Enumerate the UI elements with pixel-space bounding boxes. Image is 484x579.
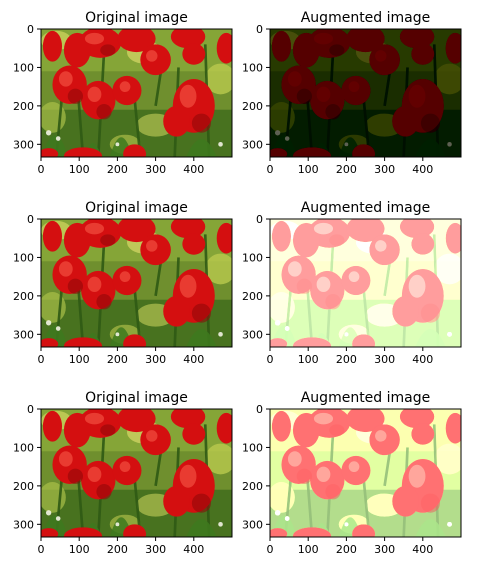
- subplot-3-title: Original image: [85, 200, 188, 216]
- y-tick-label: 0: [27, 403, 34, 416]
- y-tick-label: 300: [242, 328, 263, 341]
- subplot-2: Augmented image 0 100 200 300 400 0 100 200 300: [242, 10, 462, 176]
- subplot-6-image: [270, 409, 461, 537]
- x-tick-label: 100: [69, 163, 90, 176]
- x-tick-label: 300: [145, 543, 166, 556]
- y-tick-label: 200: [13, 100, 34, 113]
- x-tick-label: 200: [107, 353, 128, 366]
- x-tick-label: 200: [107, 543, 128, 556]
- subplot-1: Original image 0 100 200 300 400 0 100 200 300: [13, 10, 233, 176]
- y-tick-label: 0: [256, 403, 263, 416]
- y-tick-label: 200: [13, 290, 34, 303]
- subplot-6-frame: [269, 408, 462, 538]
- y-tick-label: 100: [13, 441, 34, 454]
- subplot-6-title: Augmented image: [301, 390, 431, 406]
- y-tick-label: 0: [256, 23, 263, 36]
- y-tick-label: 200: [242, 480, 263, 493]
- subplot-2-image: [270, 29, 461, 157]
- y-tick-label: 0: [27, 213, 34, 226]
- x-tick-label: 100: [69, 543, 90, 556]
- y-tick-label: 300: [242, 518, 263, 531]
- y-tick-label: 300: [13, 328, 34, 341]
- x-tick-label: 400: [183, 543, 204, 556]
- x-tick-label: 400: [412, 543, 433, 556]
- y-tick-label: 0: [256, 213, 263, 226]
- subplot-5: Original image 0 100 200 300 400 0 100 200 300: [13, 390, 233, 556]
- y-tick-label: 100: [13, 61, 34, 74]
- subplot-2-frame: [269, 28, 462, 158]
- y-tick-label: 300: [13, 518, 34, 531]
- subplot-3: Original image 0 100 200 300 400 0 100 200 300: [13, 200, 233, 366]
- subplot-5-image: [41, 409, 232, 537]
- x-tick-label: 300: [374, 163, 395, 176]
- x-tick-label: 100: [298, 353, 319, 366]
- x-tick-label: 300: [145, 163, 166, 176]
- x-tick-label: 300: [374, 353, 395, 366]
- subplot-2-title: Augmented image: [301, 10, 431, 26]
- y-tick-label: 100: [242, 61, 263, 74]
- y-tick-label: 300: [13, 138, 34, 151]
- x-tick-label: 0: [267, 163, 274, 176]
- x-tick-label: 0: [267, 353, 274, 366]
- x-tick-label: 0: [38, 543, 45, 556]
- x-tick-label: 300: [145, 353, 166, 366]
- subplot-4-title: Augmented image: [301, 200, 431, 216]
- subplot-1-title: Original image: [85, 10, 188, 26]
- subplot-1-frame: [40, 28, 233, 158]
- subplot-5-frame: [40, 408, 233, 538]
- subplot-4: Augmented image 0 100 200 300 400 0 100 200 300: [242, 200, 462, 366]
- x-tick-label: 100: [298, 543, 319, 556]
- subplot-5-title: Original image: [85, 390, 188, 406]
- x-tick-label: 100: [298, 163, 319, 176]
- x-tick-label: 0: [38, 163, 45, 176]
- x-tick-label: 200: [336, 543, 357, 556]
- x-tick-label: 200: [336, 163, 357, 176]
- subplot-3-frame: [40, 218, 233, 348]
- y-tick-label: 0: [27, 23, 34, 36]
- x-tick-label: 0: [267, 543, 274, 556]
- subplot-6: Augmented image 0 100 200 300 400 0 100 200 300: [242, 390, 462, 556]
- x-tick-label: 400: [412, 353, 433, 366]
- y-tick-label: 100: [13, 251, 34, 264]
- subplot-4-image: [270, 219, 461, 347]
- subplot-4-frame: [269, 218, 462, 348]
- x-tick-label: 200: [336, 353, 357, 366]
- y-tick-label: 200: [13, 480, 34, 493]
- y-tick-label: 100: [242, 251, 263, 264]
- subplot-1-image: [41, 29, 232, 157]
- x-tick-label: 400: [412, 163, 433, 176]
- x-tick-label: 200: [107, 163, 128, 176]
- y-tick-label: 300: [242, 138, 263, 151]
- x-tick-label: 400: [183, 163, 204, 176]
- y-tick-label: 100: [242, 441, 263, 454]
- y-tick-label: 200: [242, 100, 263, 113]
- x-tick-label: 100: [69, 353, 90, 366]
- y-tick-label: 200: [242, 290, 263, 303]
- subplot-3-image: [41, 219, 232, 347]
- x-tick-label: 0: [38, 353, 45, 366]
- x-tick-label: 300: [374, 543, 395, 556]
- x-tick-label: 400: [183, 353, 204, 366]
